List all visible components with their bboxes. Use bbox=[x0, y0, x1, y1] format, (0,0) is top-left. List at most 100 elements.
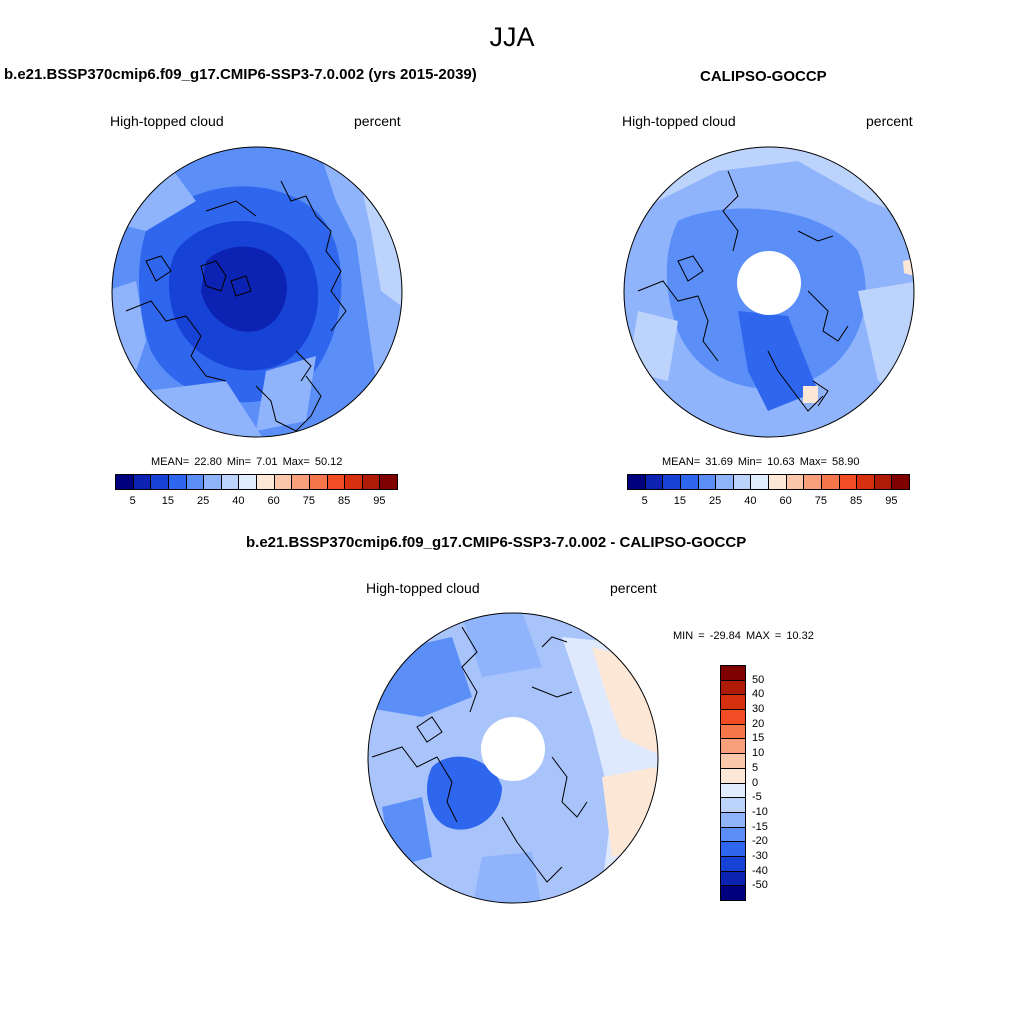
mean-label: MEAN= bbox=[662, 456, 701, 468]
diff-field-contour bbox=[427, 756, 502, 830]
colorbar-swatch bbox=[785, 474, 805, 490]
colorbar-tick-label: 15 bbox=[673, 495, 686, 507]
panel-model-units: percent bbox=[354, 113, 401, 129]
colorbar-swatch bbox=[150, 474, 169, 490]
figure-title: JJA bbox=[489, 22, 535, 52]
mean-label: MEAN= bbox=[151, 456, 190, 468]
colorbar-tick-label: 95 bbox=[373, 495, 386, 507]
colorbar-swatch bbox=[838, 474, 858, 490]
colorbar-swatch bbox=[720, 709, 746, 725]
diff-colorbar bbox=[720, 665, 746, 901]
obs-map-border bbox=[623, 146, 915, 438]
colorbar-swatch bbox=[220, 474, 240, 490]
colorbar-tick-label: 0 bbox=[752, 776, 759, 789]
colorbar-tick-label: 30 bbox=[752, 703, 765, 716]
colorbar-swatch bbox=[115, 474, 134, 490]
colorbar-swatch bbox=[732, 474, 752, 490]
min-label: Min= bbox=[737, 456, 763, 468]
panel-diff-variable: High-topped cloud bbox=[366, 580, 480, 596]
diff-map-border bbox=[367, 612, 659, 904]
panel-diff-title: b.e21.BSSP370cmip6.f09_g17.CMIP6-SSP3-7.… bbox=[246, 534, 747, 551]
obs-field-contour bbox=[803, 386, 818, 403]
max-label: Max= bbox=[282, 456, 310, 468]
colorbar-tick-label: -40 bbox=[752, 864, 768, 877]
colorbar-tick-label: 40 bbox=[232, 495, 245, 507]
max-label: Max= bbox=[799, 456, 827, 468]
panel-diff-units: percent bbox=[610, 580, 657, 596]
model-coastlines bbox=[125, 180, 347, 432]
mean-value: 22.80 bbox=[194, 456, 222, 468]
colorbar-swatch bbox=[132, 474, 152, 490]
model-polar-map bbox=[111, 146, 403, 438]
diff-coastlines bbox=[371, 626, 588, 883]
colorbar-swatch bbox=[720, 767, 746, 784]
colorbar-swatch bbox=[291, 474, 310, 490]
colorbar-tick-label: 25 bbox=[197, 495, 210, 507]
colorbar-swatch bbox=[803, 474, 822, 490]
colorbar-swatch bbox=[720, 855, 746, 872]
colorbar-swatch bbox=[720, 797, 746, 813]
diff-field-contour bbox=[472, 852, 542, 903]
model-field-contour bbox=[201, 246, 287, 332]
panel-obs-title: CALIPSO-GOCCP bbox=[700, 68, 827, 85]
colorbar-tick-label: 60 bbox=[267, 495, 280, 507]
colorbar-swatch bbox=[273, 474, 293, 490]
colorbar-tick-label: 25 bbox=[709, 495, 722, 507]
diff-field-contour bbox=[462, 613, 542, 677]
colorbar-swatch bbox=[720, 738, 746, 755]
colorbar-tick-label: 85 bbox=[850, 495, 863, 507]
colorbar-swatch bbox=[768, 474, 787, 490]
obs-field-contour bbox=[738, 311, 818, 411]
colorbar-swatch bbox=[361, 474, 381, 490]
diff-colorbar-ticks: 50 40 30 20 15 10 5 0 -5 -10 -15 -20 -30 -40 -50 bbox=[752, 665, 792, 900]
colorbar-tick-label: 50 bbox=[752, 673, 765, 686]
colorbar-swatch bbox=[856, 474, 875, 490]
model-colorbar-ticks: 5 15 25 40 60 75 85 95 bbox=[115, 495, 397, 509]
colorbar-tick-label: 5 bbox=[641, 495, 648, 507]
obs-colorbar bbox=[627, 474, 910, 490]
colorbar-swatch bbox=[750, 474, 769, 490]
colorbar-swatch bbox=[256, 474, 275, 490]
colorbar-swatch bbox=[891, 474, 910, 490]
colorbar-tick-label: 5 bbox=[752, 761, 759, 774]
colorbar-tick-label: -10 bbox=[752, 805, 768, 818]
colorbar-tick-label: 15 bbox=[752, 732, 765, 745]
obs-polar-hole bbox=[737, 251, 801, 315]
colorbar-tick-label: 10 bbox=[752, 747, 765, 760]
colorbar-swatch bbox=[720, 826, 746, 843]
colorbar-swatch bbox=[662, 474, 681, 490]
panel-obs-stats: MEAN= 31.69 Min= 10.63 Max= 58.90 bbox=[662, 456, 860, 468]
min-label: Min= bbox=[226, 456, 252, 468]
colorbar-swatch bbox=[379, 474, 398, 490]
colorbar-swatch bbox=[720, 694, 746, 711]
panel-model-stats: MEAN= 22.80 Min= 7.01 Max= 50.12 bbox=[151, 456, 342, 468]
colorbar-tick-label: -20 bbox=[752, 835, 768, 848]
model-colorbar bbox=[115, 474, 398, 490]
colorbar-swatch bbox=[627, 474, 646, 490]
colorbar-swatch bbox=[344, 474, 363, 490]
colorbar-swatch bbox=[326, 474, 346, 490]
colorbar-tick-label: 95 bbox=[885, 495, 898, 507]
colorbar-swatch bbox=[720, 811, 746, 828]
max-value: 50.12 bbox=[314, 456, 343, 468]
max-value: 58.90 bbox=[831, 456, 860, 468]
min-value: 10.63 bbox=[767, 456, 795, 468]
diff-polar-map bbox=[367, 612, 659, 904]
panel-model-variable: High-topped cloud bbox=[110, 113, 224, 129]
panel-obs-variable: High-topped cloud bbox=[622, 113, 736, 129]
mean-value: 31.69 bbox=[705, 456, 733, 468]
colorbar-tick-label: 40 bbox=[752, 688, 765, 701]
colorbar-swatch bbox=[715, 474, 734, 490]
colorbar-swatch bbox=[203, 474, 222, 490]
diff-polar-hole bbox=[481, 717, 545, 781]
colorbar-swatch bbox=[720, 753, 746, 769]
colorbar-swatch bbox=[185, 474, 205, 490]
colorbar-tick-label: 15 bbox=[161, 495, 174, 507]
obs-polar-map bbox=[623, 146, 915, 438]
colorbar-swatch bbox=[644, 474, 664, 490]
colorbar-swatch bbox=[720, 679, 746, 696]
colorbar-tick-label: 75 bbox=[814, 495, 827, 507]
obs-colorbar-ticks: 5 15 25 40 60 75 85 95 bbox=[627, 495, 909, 509]
colorbar-swatch bbox=[697, 474, 717, 490]
colorbar-tick-label: -15 bbox=[752, 820, 768, 833]
